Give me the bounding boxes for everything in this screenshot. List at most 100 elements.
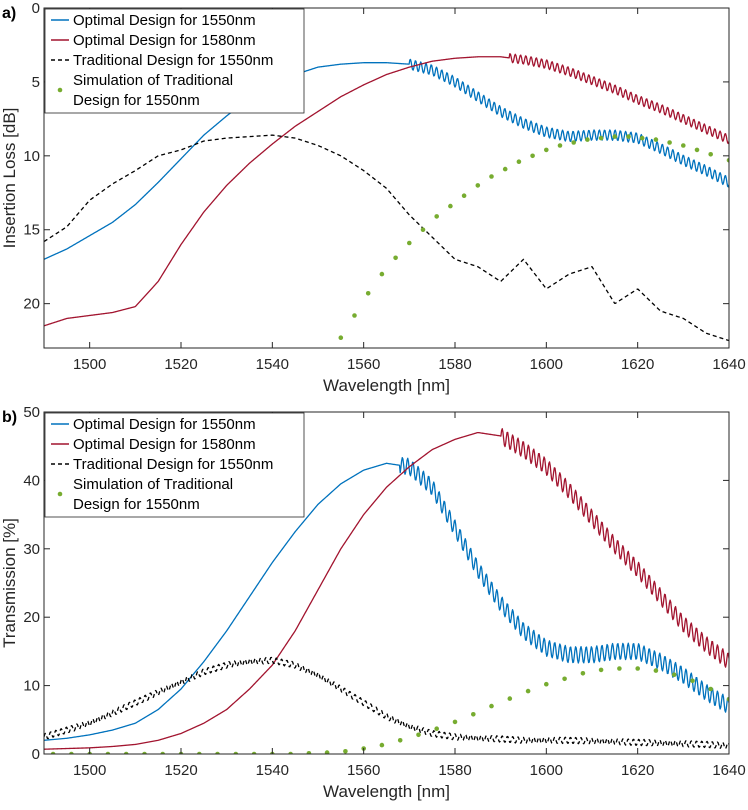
series-b-3-point [598, 667, 604, 673]
series-b-3-point [617, 666, 622, 671]
series-a-3-point [726, 158, 729, 163]
series-a-3-point [557, 143, 563, 148]
y-tick-label-b: 10 [23, 678, 40, 695]
series-a-3-point [365, 291, 371, 296]
y-tick-label-a: 20 [23, 296, 40, 313]
series-a-1-line [44, 53, 729, 327]
series-b-3-point [452, 719, 458, 725]
y-tick-label-b: 30 [23, 541, 40, 558]
series-b-3-point [306, 751, 312, 754]
series-b-3-point [489, 703, 494, 709]
series-b-3-point [69, 751, 74, 754]
series-b-0-line [44, 456, 729, 741]
x-axis-label-a: Wavelength [nm] [323, 376, 450, 395]
x-tick-label-b: 1640 [712, 762, 745, 779]
series-b-3-point [251, 751, 257, 754]
y-tick-label-b: 20 [23, 609, 40, 626]
series-a-3-point [407, 240, 412, 246]
series-b-3-point [123, 751, 129, 754]
series-a-3-point [489, 174, 494, 179]
series-b-3-point [653, 668, 659, 673]
series-b-3-point [726, 697, 729, 702]
series-b-1-line [44, 428, 729, 750]
x-tick-label-a: 1500 [73, 356, 106, 373]
series-a-3-point [612, 134, 618, 139]
y-tick-label-b: 0 [32, 746, 40, 763]
legend-box-a [44, 8, 305, 114]
series-a-3-point [379, 271, 385, 277]
series-b-3-point [288, 751, 293, 754]
series-a-3-point [585, 137, 590, 142]
series-a-3-point [461, 193, 467, 198]
panel-label-b: b) [2, 409, 17, 426]
series-a-3-point [694, 147, 700, 153]
series-a-0-line [44, 58, 729, 260]
series-b-3-point [507, 696, 513, 701]
legend-swatch-b-3 [57, 491, 63, 497]
series-b-3-point [671, 672, 677, 677]
y-tick-label-b: 40 [23, 472, 40, 489]
series-a-3-point [475, 183, 481, 188]
series-b-3-point [160, 751, 165, 754]
series-a-3-point [502, 166, 508, 172]
series-a-2-line [44, 134, 729, 342]
series-b-3-point [233, 751, 239, 754]
series-group-b [44, 428, 729, 754]
y-axis-label-b: Transmission [%] [0, 518, 19, 648]
x-tick-label-a: 1520 [164, 356, 197, 373]
series-b-3-point [197, 751, 202, 754]
x-tick-label-b: 1540 [256, 762, 289, 779]
series-a-3-point [708, 152, 713, 157]
series-a-3-point [653, 137, 659, 142]
x-tick-label-b: 1560 [347, 762, 380, 779]
x-tick-label-b: 1500 [73, 762, 106, 779]
panel-a: 1500 1520 1540 1560 1580 1600 1620 164005101520… [0, 0, 746, 395]
series-b-3-dots [50, 666, 729, 754]
y-tick-label-a: 0 [32, 0, 40, 17]
series-b-3-point [434, 726, 440, 731]
series-b-3-point [379, 742, 385, 748]
y-axis-label-a: Insertion Loss [dB] [0, 108, 19, 249]
legend-label-b-1: Optimal Design for 1580nm [73, 436, 256, 453]
series-b-3-point [215, 751, 220, 754]
axes-frame-b [43, 411, 730, 755]
x-tick-label-a: 1560 [347, 356, 380, 373]
series-a-3-point [639, 135, 645, 141]
series-a-3-point [667, 140, 672, 145]
series-b-3-point [142, 751, 147, 754]
legend-swatch-a-3 [57, 87, 63, 93]
legend-label-b-2: Traditional Design for 1550nm [73, 456, 273, 473]
series-a-3-point [544, 147, 549, 153]
legend-label-a-2: Traditional Design for 1550nm [73, 52, 273, 69]
legend-label-b-3: Simulation of Traditional Design for 1550… [73, 476, 233, 513]
series-b-2-line [44, 656, 729, 750]
y-tick-label-a: 10 [23, 148, 40, 165]
series-a-3-point [626, 134, 631, 139]
x-tick-label-a: 1540 [256, 356, 289, 373]
x-tick-label-b: 1580 [438, 762, 471, 779]
series-b-3-point [416, 732, 421, 738]
legend-label-b-0: Optimal Design for 1550nm [73, 416, 256, 433]
x-axis-label-b: Wavelength [nm] [323, 782, 450, 801]
series-b-3-point [50, 751, 56, 754]
series-a-3-point [352, 313, 357, 318]
y-tick-label-a: 5 [32, 74, 40, 91]
y-tick-label-a: 15 [23, 222, 40, 239]
x-tick-label-b: 1620 [621, 762, 654, 779]
panel-b: 1500 1520 1540 1560 1580 1600 1620 1640 0 10 20 30 4… [0, 404, 746, 801]
series-a-3-point [516, 159, 522, 164]
panel-label-a: a) [2, 5, 16, 22]
series-b-3-point [562, 676, 567, 682]
series-b-3-point [580, 671, 586, 676]
legend-a: Optimal Design for 1550nm Optimal Design … [44, 8, 305, 114]
legend-label-a-3: Simulation of Traditional Design for 1550… [73, 72, 233, 109]
series-a-3-point [681, 143, 686, 148]
legend-label-a-1: Optimal Design for 1580nm [73, 32, 256, 49]
series-b-3-point [635, 666, 640, 671]
axes-frame-a [43, 7, 730, 349]
series-b-3-point [544, 681, 549, 687]
x-tick-label-a: 1620 [621, 356, 654, 373]
series-a-3-point [571, 140, 576, 145]
legend-box-b [44, 412, 305, 518]
series-a-3-point [434, 214, 440, 219]
